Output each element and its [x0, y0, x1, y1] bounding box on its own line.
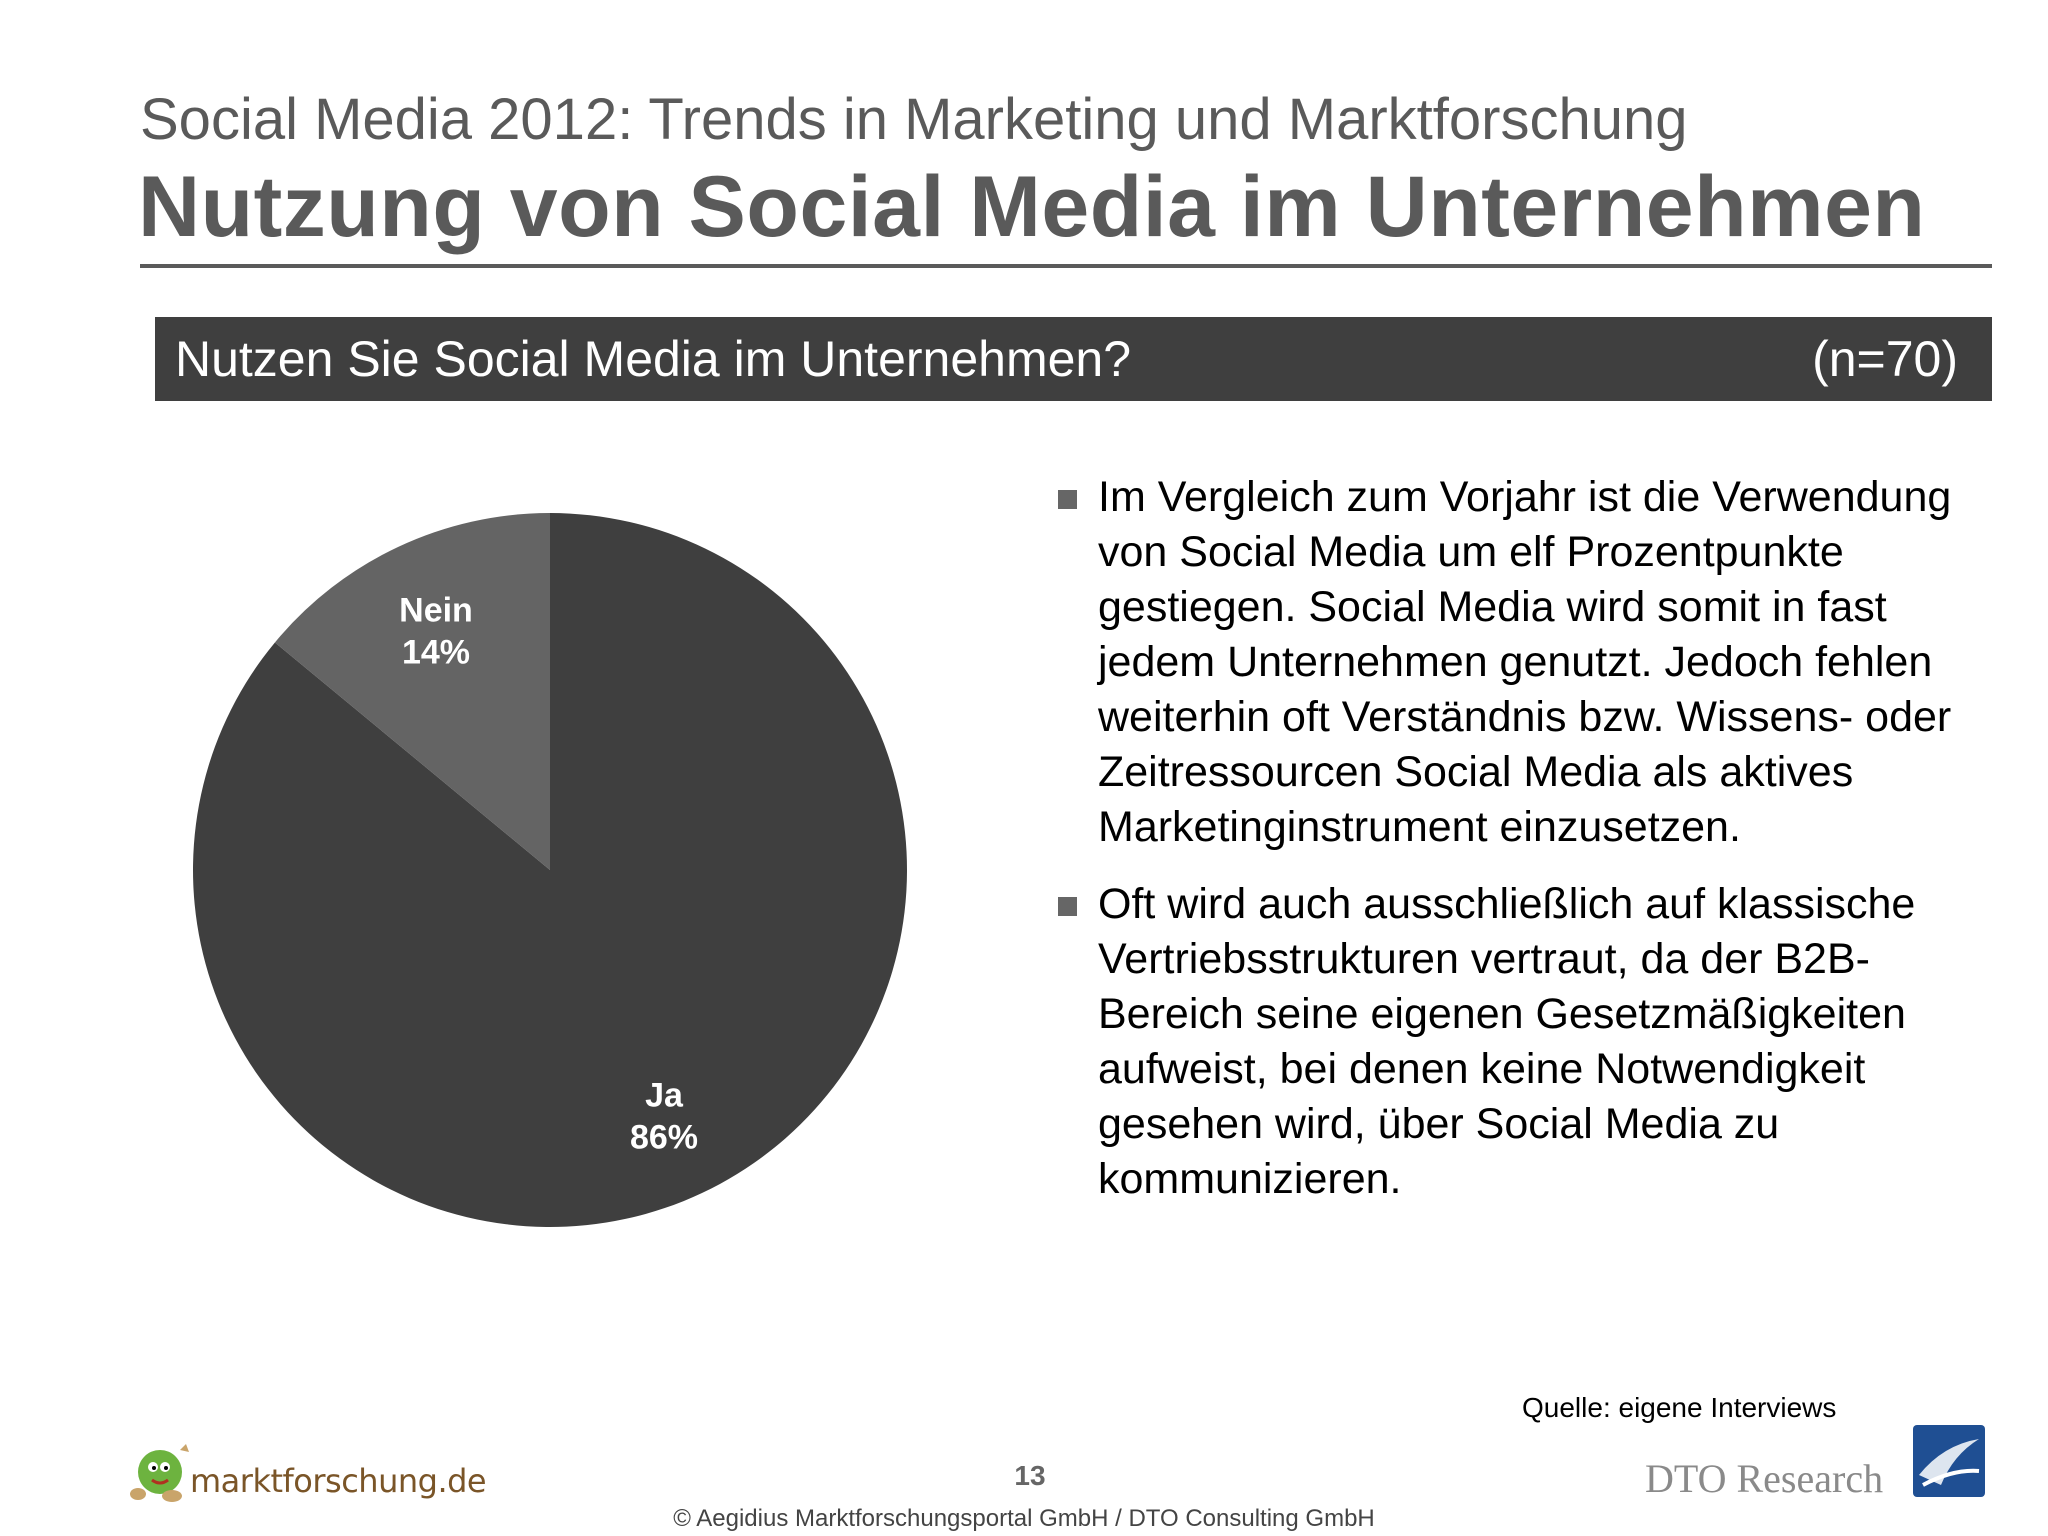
dto-swoosh-icon [1913, 1425, 1985, 1497]
mascot-icon [130, 1444, 189, 1502]
bullet-text: Im Vergleich zum Vorjahr ist die Verwend… [1098, 473, 1952, 851]
marktforschung-logo-text: marktforschung.de [190, 1462, 487, 1500]
copyright-text: © Aegidius Marktforschungsportal GmbH / … [673, 1505, 1375, 1532]
dto-research-logo: DTO Research [1645, 1425, 1985, 1505]
pie-label-percent: 86% [630, 1118, 698, 1156]
bullet-item: Oft wird auch ausschließlich auf klassis… [1058, 877, 1998, 1207]
pie-slice-nein [274, 513, 550, 870]
sample-size: (n=70) [1812, 331, 1958, 387]
question-banner: Nutzen Sie Social Media im Unternehmen? … [155, 317, 1992, 401]
bullet-square-icon [1058, 897, 1077, 916]
marktforschung-logo: marktforschung.de [128, 1440, 487, 1510]
pie-chart: Ja 86% Nein 14% [193, 513, 907, 1227]
question-text: Nutzen Sie Social Media im Unternehmen? [175, 331, 1132, 387]
slide-subtitle: Social Media 2012: Trends in Marketing u… [140, 87, 1688, 152]
pie-label-category: Ja [645, 1076, 684, 1114]
bullet-square-icon [1058, 490, 1077, 509]
title-divider [140, 264, 1992, 268]
bullet-item: Im Vergleich zum Vorjahr ist die Verwend… [1058, 470, 1998, 855]
bullet-list: Im Vergleich zum Vorjahr ist die Verwend… [1058, 470, 1998, 1229]
source-note: Quelle: eigene Interviews [1522, 1392, 1837, 1423]
bullet-text: Oft wird auch ausschließlich auf klassis… [1098, 880, 1916, 1203]
pie-label-percent: 14% [402, 634, 470, 672]
slide-title: Nutzung von Social Media im Unternehmen [138, 159, 1926, 255]
dto-research-logo-text: DTO Research [1645, 1456, 1884, 1501]
pie-slice-ja [193, 513, 907, 1227]
page-number: 13 [1014, 1460, 1046, 1491]
pie-label-category: Nein [399, 592, 473, 630]
